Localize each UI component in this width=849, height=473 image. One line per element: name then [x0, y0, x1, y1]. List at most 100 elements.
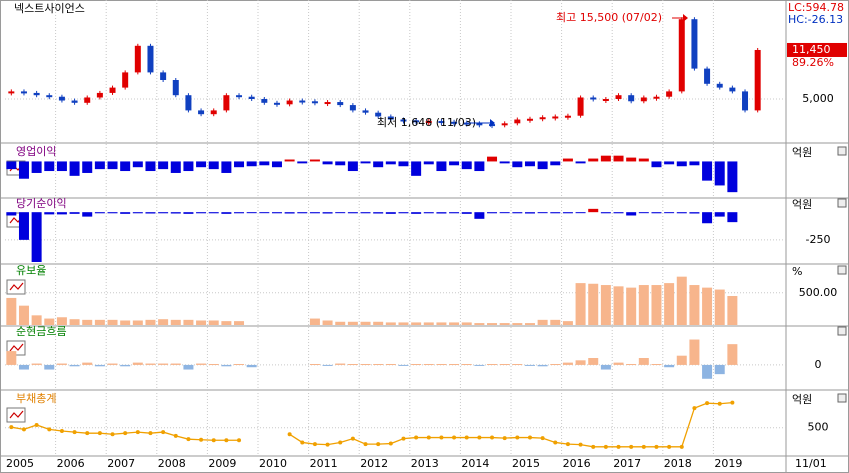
candle: [425, 121, 432, 124]
candle: [577, 97, 584, 116]
unit-label: 억원: [792, 393, 812, 406]
bar: [676, 276, 687, 325]
lc-label: LC:594.78: [788, 1, 844, 14]
close-button: [837, 326, 847, 336]
bar: [626, 364, 637, 365]
bar: [44, 212, 55, 215]
bar: [600, 285, 611, 325]
line-point: [237, 438, 242, 443]
bar: [461, 161, 472, 170]
bar: [398, 212, 409, 214]
bar: [436, 161, 447, 172]
candle: [337, 102, 344, 106]
line-point: [135, 430, 140, 435]
line-point: [667, 444, 672, 449]
bar: [132, 320, 143, 325]
candle: [678, 19, 685, 92]
bar: [120, 212, 131, 214]
candle: [615, 95, 622, 99]
candle: [552, 116, 559, 119]
bar: [575, 212, 586, 214]
bar: [676, 355, 687, 365]
bar: [524, 212, 535, 214]
bar: [6, 351, 17, 365]
bar: [56, 363, 67, 365]
line-point: [72, 430, 77, 435]
bar: [613, 155, 624, 162]
candle: [324, 102, 331, 105]
bar: [423, 212, 434, 214]
y-tick-label: 500.00: [799, 286, 838, 299]
line-point: [692, 406, 697, 411]
bar: [69, 161, 80, 176]
candle: [286, 100, 293, 105]
bar: [423, 364, 434, 365]
bar: [94, 319, 105, 325]
bar: [474, 323, 485, 325]
bar: [727, 161, 738, 193]
line-point: [439, 435, 444, 440]
candle: [539, 117, 546, 120]
bar: [373, 321, 384, 325]
bar: [385, 212, 396, 214]
bar: [322, 212, 333, 214]
line-point: [47, 427, 52, 432]
high-annotation: 최고 15,500 (07/02): [556, 11, 662, 24]
line-point: [717, 401, 722, 406]
bar: [322, 364, 333, 366]
candle: [716, 83, 723, 88]
bar: [234, 364, 245, 365]
bar: [82, 362, 93, 365]
line-point: [578, 442, 583, 447]
candle: [71, 100, 78, 103]
bar: [31, 212, 42, 262]
bar: [436, 212, 447, 214]
line-point: [9, 425, 14, 430]
close-button: [837, 393, 847, 403]
bar: [347, 212, 358, 214]
bar: [297, 161, 308, 164]
bar: [524, 323, 535, 325]
bar: [727, 212, 738, 223]
bar: [575, 161, 586, 164]
bar: [107, 161, 118, 170]
bar: [170, 161, 181, 173]
candle: [299, 100, 306, 103]
line-point: [123, 431, 128, 436]
bar: [183, 364, 194, 370]
bar: [436, 364, 447, 365]
bar: [347, 321, 358, 325]
stock-title: 넥스트사이언스: [14, 2, 85, 15]
bar: [158, 161, 169, 170]
candle: [362, 110, 369, 113]
bar: [82, 161, 93, 173]
bar: [335, 321, 346, 325]
bar: [31, 161, 42, 173]
bar: [423, 161, 434, 165]
line-point: [199, 437, 204, 442]
line-point: [515, 435, 520, 440]
bar: [487, 156, 498, 162]
bar: [474, 161, 485, 172]
bar: [474, 212, 485, 219]
panel-title: 부채총계: [16, 392, 56, 405]
bar: [550, 319, 561, 325]
bar: [588, 283, 599, 325]
bar: [322, 320, 333, 325]
bar: [512, 161, 523, 168]
line-point: [705, 401, 710, 406]
candle: [8, 91, 15, 94]
bar: [107, 363, 118, 365]
candle: [122, 72, 129, 88]
bar: [145, 212, 156, 214]
bar: [664, 364, 675, 368]
bar: [689, 161, 700, 166]
bar: [613, 286, 624, 325]
bar: [638, 158, 649, 162]
candle: [564, 115, 571, 118]
bar: [31, 363, 42, 365]
bar: [145, 161, 156, 172]
bar: [259, 212, 270, 214]
bar: [575, 283, 586, 325]
